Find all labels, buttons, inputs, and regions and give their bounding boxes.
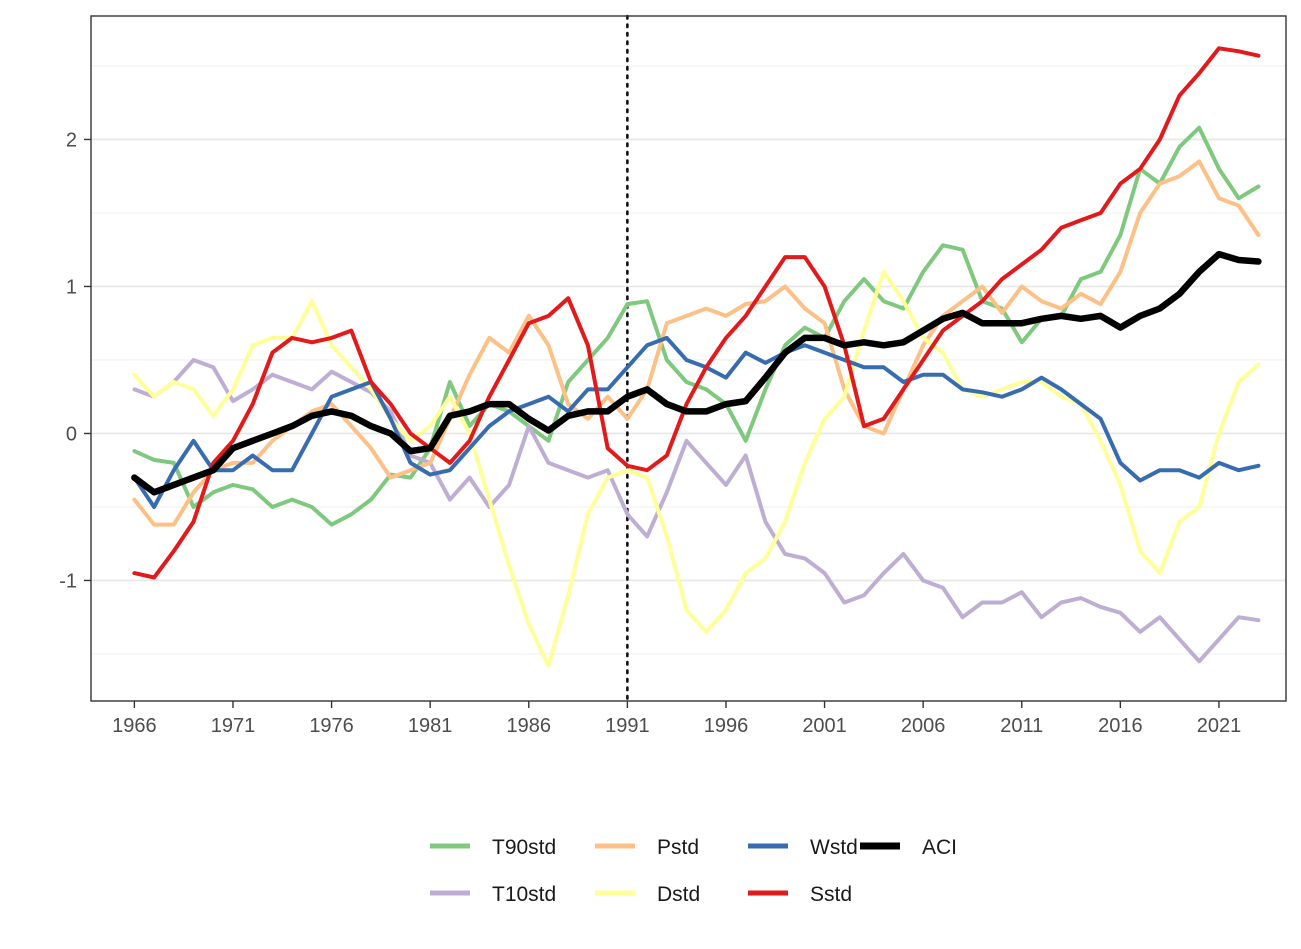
legend-label: T10std (492, 883, 556, 906)
axes: 1966 1971 1976 1981 1986 1991 1996 2001 2006 2011… (59, 129, 1241, 737)
x-tick-label: 1971 (211, 715, 256, 737)
y-tick-label: 2 (66, 129, 77, 151)
x-tick-label: 1996 (704, 715, 749, 737)
legend-item-dstd: Dstd (595, 883, 700, 906)
legend-item-t90std: T90std (430, 836, 556, 859)
legend-item-pstd: Pstd (595, 836, 699, 859)
x-tick-label: 1981 (408, 715, 453, 737)
legend-item-aci: ACI (860, 836, 957, 859)
legend: T90std Pstd Wstd ACI T10std Dstd Sstd (430, 836, 957, 906)
legend-label: T90std (492, 836, 556, 859)
series-line-aci (131, 250, 1262, 496)
y-tick-label: 1 (66, 276, 77, 298)
legend-item-wstd: Wstd (748, 836, 858, 859)
legend-label: ACI (922, 836, 957, 859)
series-line-sstd (132, 46, 1261, 580)
legend-label: Dstd (657, 883, 700, 906)
legend-item-t10std: T10std (430, 883, 556, 906)
x-tick-label: 2016 (1098, 715, 1143, 737)
x-tick-label: 2021 (1197, 715, 1242, 737)
x-tick-label: 2001 (802, 715, 847, 737)
y-tick-label: -1 (59, 570, 77, 592)
x-tick-label: 1976 (309, 715, 354, 737)
y-tick-label: 0 (66, 423, 77, 445)
series-line-t10std (132, 358, 1261, 664)
series-lines (131, 46, 1262, 668)
series-line-pstd (132, 159, 1261, 527)
x-tick-label: 2011 (1000, 715, 1043, 737)
x-tick-label: 1986 (507, 715, 552, 737)
x-tick-label: 1991 (605, 715, 650, 737)
plot-panel-border (90, 15, 1287, 702)
legend-label: Sstd (810, 883, 852, 906)
series-line-dstd (132, 269, 1261, 668)
legend-label: Pstd (657, 836, 699, 859)
series-line-t90std (132, 125, 1261, 527)
legend-label: Wstd (810, 836, 858, 859)
x-tick-label: 2006 (901, 715, 946, 737)
legend-item-sstd: Sstd (748, 883, 852, 906)
x-tick-label: 1966 (112, 715, 157, 737)
